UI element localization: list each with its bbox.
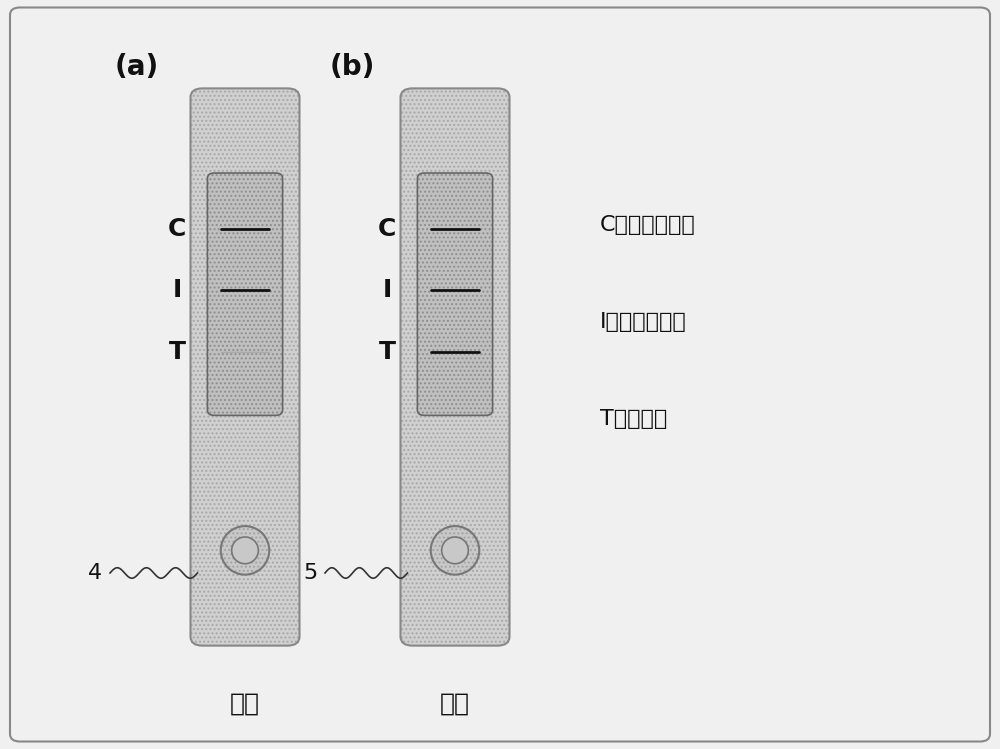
FancyBboxPatch shape: [10, 7, 990, 742]
Text: C: C: [168, 217, 186, 241]
Text: 阴性: 阴性: [230, 692, 260, 716]
Text: I: I: [382, 278, 392, 302]
Ellipse shape: [232, 537, 258, 564]
Ellipse shape: [442, 537, 468, 564]
Text: (b): (b): [330, 53, 375, 82]
Ellipse shape: [221, 526, 269, 574]
FancyBboxPatch shape: [417, 173, 493, 416]
Text: 5: 5: [303, 563, 317, 583]
Text: 4: 4: [88, 563, 102, 583]
FancyBboxPatch shape: [207, 173, 283, 416]
Text: (a): (a): [115, 53, 159, 82]
Text: 阳性: 阳性: [440, 692, 470, 716]
Text: I：内部控制线: I：内部控制线: [600, 312, 687, 332]
Text: T：检测线: T：检测线: [600, 410, 667, 429]
Text: C: C: [378, 217, 396, 241]
Text: I: I: [172, 278, 182, 302]
FancyBboxPatch shape: [190, 88, 300, 646]
Text: T: T: [378, 340, 396, 364]
FancyBboxPatch shape: [400, 88, 510, 646]
Ellipse shape: [431, 526, 479, 574]
Text: C：流动控制线: C：流动控制线: [600, 215, 696, 234]
Text: T: T: [168, 340, 186, 364]
